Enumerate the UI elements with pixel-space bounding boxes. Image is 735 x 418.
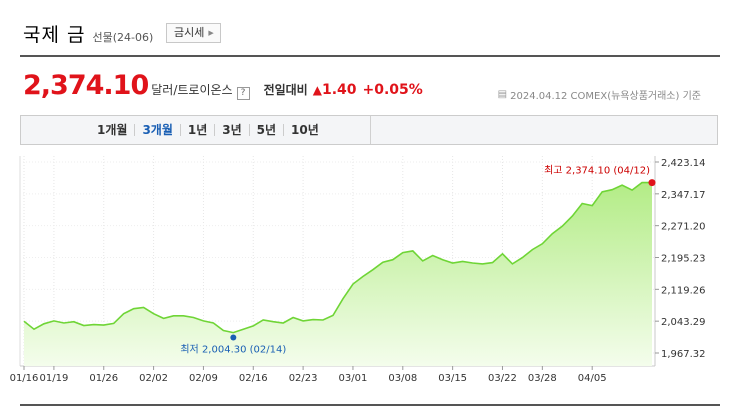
x-tick-label: 03/08 bbox=[388, 373, 417, 384]
y-axis: 2,423.14 2,347.17 2,271.20 2,195.23 2,119.26… bbox=[655, 158, 706, 360]
tab-1-year[interactable]: 1년 bbox=[179, 124, 214, 136]
change-value: 1.40 bbox=[321, 82, 357, 98]
contract-subtitle: 선물(24-06) bbox=[92, 31, 154, 44]
quote-date-info: ▤ 2024.04.12 COMEX(뉴욕상품거래소) 기준 bbox=[498, 87, 701, 102]
y-tick-label: 2,043.29 bbox=[661, 317, 706, 328]
tab-5-years[interactable]: 5년 bbox=[248, 124, 283, 136]
low-point-marker bbox=[230, 334, 237, 341]
top-divider bbox=[20, 55, 720, 57]
x-tick-label: 03/22 bbox=[488, 373, 517, 384]
x-tick-label: 03/15 bbox=[438, 373, 467, 384]
x-axis: 01/16 01/19 01/26 02/02 02/09 02/16 02/23 03/01… bbox=[10, 366, 607, 384]
x-tick-label: 04/05 bbox=[578, 373, 607, 384]
price-line bbox=[23, 181, 652, 334]
tab-10-years[interactable]: 10년 bbox=[283, 124, 326, 136]
quote-row: 2,374.10 달러/트로이온스 ? 전일대비 ▲ 1.40 +0.05% bbox=[23, 70, 423, 106]
x-tick-label: 02/09 bbox=[189, 373, 218, 384]
period-tabs: 1개월 3개월 1년 3년 5년 10년 bbox=[90, 124, 326, 136]
chart-area bbox=[23, 181, 652, 366]
y-tick-label: 2,271.20 bbox=[661, 222, 706, 233]
help-icon[interactable]: ? bbox=[236, 87, 250, 100]
y-tick-label: 2,119.26 bbox=[661, 285, 706, 296]
y-tick-label: 2,423.14 bbox=[661, 158, 706, 169]
quote-date-text: 2024.04.12 COMEX(뉴욕상품거래소) 기준 bbox=[510, 91, 701, 102]
tab-3-months[interactable]: 3개월 bbox=[134, 124, 179, 136]
gold-price-button-label: 금시세 bbox=[174, 26, 205, 39]
x-tick-label: 01/16 bbox=[10, 373, 39, 384]
high-point-label: 최고 2,374.10 (04/12) bbox=[544, 165, 650, 177]
y-tick-label: 1,967.32 bbox=[661, 349, 706, 360]
chevron-right-icon: ▶ bbox=[208, 29, 214, 37]
change-label: 전일대비 bbox=[263, 83, 308, 97]
tab-3-years[interactable]: 3년 bbox=[214, 124, 248, 136]
x-tick-label: 03/28 bbox=[528, 373, 557, 384]
y-tick-label: 2,195.23 bbox=[661, 254, 706, 265]
x-tick-label: 02/16 bbox=[239, 373, 268, 384]
low-point-label: 최저 2,004.30 (02/14) bbox=[180, 344, 286, 356]
x-tick-label: 01/26 bbox=[89, 373, 118, 384]
change-percent: +0.05% bbox=[362, 82, 423, 98]
x-tick-label: 01/19 bbox=[39, 373, 68, 384]
high-point-marker bbox=[648, 179, 656, 187]
bottom-divider bbox=[20, 404, 720, 406]
title-row: 국제 금 선물(24-06) bbox=[23, 20, 153, 46]
chart-markers: 최고 2,374.10 (04/12) 최저 2,004.30 (02/14) bbox=[180, 165, 656, 356]
x-tick-label: 02/02 bbox=[139, 373, 168, 384]
up-arrow-icon: ▲ bbox=[312, 83, 322, 97]
y-tick-label: 2,347.17 bbox=[661, 190, 706, 201]
price-area-fill bbox=[24, 182, 652, 366]
x-tick-label: 03/01 bbox=[339, 373, 368, 384]
current-price: 2,374.10 bbox=[23, 70, 149, 101]
x-tick-label: 02/23 bbox=[289, 373, 318, 384]
period-selector-bar: 1개월 3개월 1년 3년 5년 10년 bbox=[20, 115, 718, 145]
price-unit: 달러/트로이온스 bbox=[151, 83, 233, 97]
calendar-icon: ▤ bbox=[497, 89, 508, 100]
period-bar-divider bbox=[370, 116, 371, 144]
page-title: 국제 금 bbox=[23, 24, 86, 46]
tab-1-month[interactable]: 1개월 bbox=[97, 123, 128, 137]
gold-price-button[interactable]: 금시세 ▶ bbox=[166, 23, 221, 43]
